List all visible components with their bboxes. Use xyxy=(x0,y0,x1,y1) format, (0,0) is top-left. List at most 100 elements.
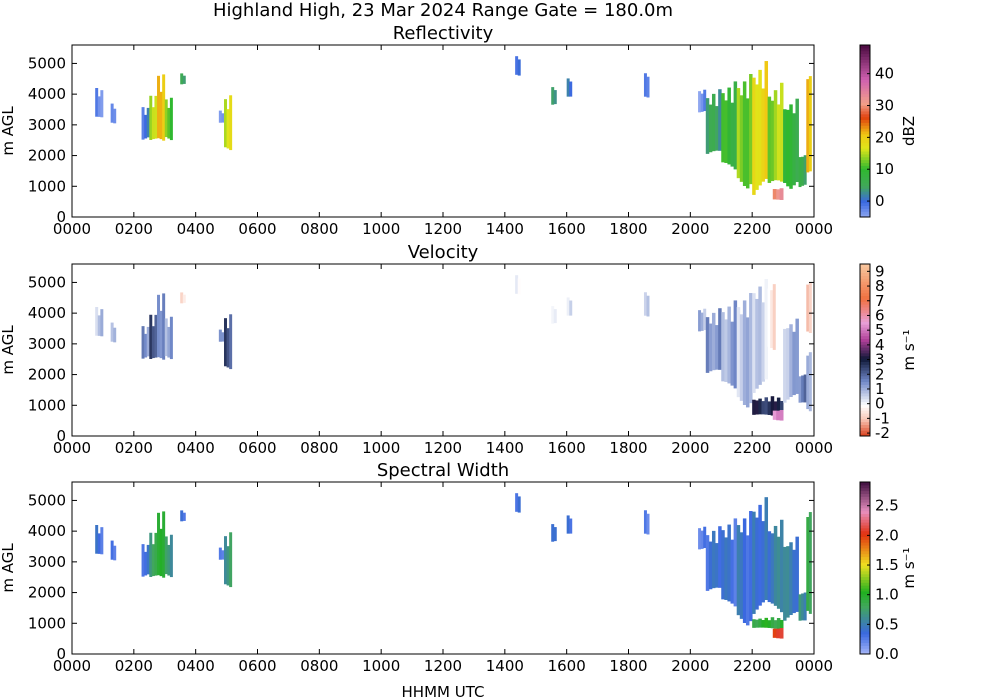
echo-strip xyxy=(742,81,747,186)
colorbar-segment xyxy=(860,375,870,380)
colorbar-segment xyxy=(860,585,870,589)
echo-strip xyxy=(141,107,145,140)
colorbar-segment xyxy=(860,525,870,529)
colorbar-tick-label: 1.5 xyxy=(875,556,899,574)
echo-strip xyxy=(718,308,722,370)
echo-strip xyxy=(772,284,776,350)
colorbar-tick-label: -1 xyxy=(875,409,890,427)
colorbar-segment xyxy=(860,413,870,417)
x-tick-label: 1800 xyxy=(609,439,647,457)
echo-strip xyxy=(110,540,114,560)
echo-strip xyxy=(773,620,778,629)
colorbar-segment xyxy=(860,536,870,540)
echo-19 xyxy=(767,284,776,350)
colorbar-segment xyxy=(860,573,870,578)
echo-strip xyxy=(229,532,233,588)
y-tick-label: 0 xyxy=(56,208,66,226)
echo-14 xyxy=(705,308,722,373)
colorbar-tick-label: 9 xyxy=(875,262,885,280)
echo-13 xyxy=(698,308,707,332)
echo-strip xyxy=(727,87,731,165)
echo-strip xyxy=(566,297,570,316)
echo-strip xyxy=(779,410,784,421)
colorbar-segment xyxy=(860,96,870,100)
echo-strip xyxy=(776,628,781,639)
colorbar-segment xyxy=(860,73,870,78)
echo-20 xyxy=(772,628,784,639)
echo-strip xyxy=(755,84,759,190)
echo-strip xyxy=(226,109,230,149)
colorbar-tick-label: 0 xyxy=(875,395,885,413)
echo-6 xyxy=(180,292,186,304)
y-axis-label: m AGL xyxy=(0,106,17,156)
echo-strip xyxy=(515,56,519,75)
colorbar-segment xyxy=(860,264,870,268)
echo-5 xyxy=(164,97,173,141)
y-tick-label: 3000 xyxy=(28,335,66,353)
colorbar-segment xyxy=(860,179,870,184)
colorbar-segment xyxy=(860,199,870,204)
echo-7 xyxy=(218,547,225,560)
colorbar-segment xyxy=(860,410,870,414)
colorbar-segment xyxy=(860,628,870,632)
echo-strip xyxy=(776,397,781,417)
colorbar-segment xyxy=(860,588,870,592)
echo-strip xyxy=(724,537,728,600)
echo-strip xyxy=(770,290,774,349)
echo-strip xyxy=(159,528,163,577)
x-tick-label: 0600 xyxy=(238,657,276,675)
echo-strip xyxy=(776,618,781,630)
echo-strip xyxy=(808,352,812,412)
echo-11 xyxy=(566,297,573,316)
colorbar-tick-label: 0.5 xyxy=(875,615,899,633)
echo-strip xyxy=(739,95,744,182)
echo-strip xyxy=(162,511,166,578)
echo-strip xyxy=(182,75,186,84)
colorbar-segment xyxy=(860,493,870,497)
echo-8 xyxy=(224,314,233,370)
echo-strip xyxy=(110,322,114,342)
colorbar-segment xyxy=(860,82,870,86)
echo-strip xyxy=(724,319,728,382)
echo-strip xyxy=(97,533,101,554)
colorbar-segment xyxy=(860,113,870,118)
echo-strip xyxy=(708,323,713,372)
colorbar-segment xyxy=(860,496,870,500)
colorbar-tick-label: 8 xyxy=(875,277,885,295)
echo-11 xyxy=(566,515,573,534)
echo-strip xyxy=(643,292,647,316)
panel-2: 0000 0200 0400 0600 0800 1000 1200 1400 1600 1800… xyxy=(0,460,918,675)
colorbar-segment xyxy=(860,269,870,274)
echo-strip xyxy=(772,628,777,638)
echo-strip xyxy=(229,314,233,370)
x-tick-label: 2000 xyxy=(671,439,709,457)
echo-strip xyxy=(776,189,781,200)
echo-strip xyxy=(739,314,744,401)
echo-5 xyxy=(164,316,173,360)
colorbar-segment xyxy=(860,125,870,129)
echo-strip xyxy=(789,542,793,616)
echo-15 xyxy=(721,300,738,389)
colorbar-label: m s⁻¹ xyxy=(900,547,918,588)
colorbar-segment xyxy=(860,165,870,169)
colorbar-frame xyxy=(859,263,871,437)
echo-strip xyxy=(733,300,738,389)
echo-strip xyxy=(786,328,790,400)
echo-strip xyxy=(752,293,756,393)
colorbar-segment xyxy=(860,159,870,164)
echo-strip xyxy=(164,318,168,357)
echo-strip xyxy=(758,504,762,606)
colorbar-segment xyxy=(860,502,870,506)
echo-strip xyxy=(795,536,799,612)
echo-strip xyxy=(749,74,753,185)
echo-strip xyxy=(745,98,750,189)
echo-strip xyxy=(742,518,747,623)
echo-strip xyxy=(167,326,171,358)
echo-strip xyxy=(733,81,738,170)
echo-strip xyxy=(798,157,802,188)
echo-strip xyxy=(154,95,158,139)
colorbar-segment xyxy=(860,214,870,218)
colorbar-segment xyxy=(860,105,870,109)
y-tick-label: 5000 xyxy=(28,273,66,291)
echo-strip xyxy=(715,543,719,588)
